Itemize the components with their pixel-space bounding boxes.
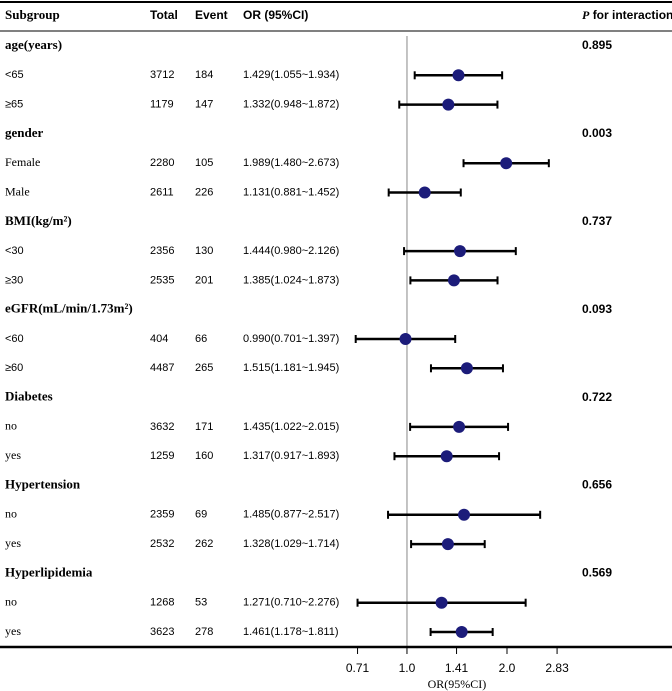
row-label: <30	[5, 245, 24, 257]
or-point	[442, 98, 455, 111]
row-label: <65	[5, 69, 24, 81]
or-text: 1.485(0.877~2.517)	[243, 509, 339, 521]
or-text: 1.131(0.881~1.452)	[243, 186, 339, 198]
event: 262	[195, 538, 213, 550]
event: 265	[195, 362, 213, 374]
row-label: Male	[5, 184, 30, 198]
or-point	[458, 508, 471, 521]
event: 105	[195, 157, 213, 169]
or-point	[440, 450, 453, 463]
total: 2535	[150, 274, 174, 286]
event: 226	[195, 186, 213, 198]
p-value: 0.093	[582, 302, 612, 316]
or-point	[455, 626, 468, 638]
or-text: 1.461(1.178~1.811)	[243, 626, 339, 638]
header-total: Total	[150, 8, 178, 22]
total: 2359	[150, 509, 174, 521]
x-tick-label: 1.0	[399, 661, 416, 675]
p-value: 0.737	[582, 214, 612, 228]
or-text: 1.385(1.024~1.873)	[243, 274, 339, 286]
group-label: Diabetes	[5, 389, 53, 404]
row-label: ≥30	[5, 274, 23, 286]
total: 1179	[150, 99, 174, 111]
total: 404	[150, 333, 168, 345]
group-label: age(years)	[5, 37, 62, 52]
x-tick-label: 1.41	[445, 661, 469, 675]
event: 147	[195, 99, 213, 111]
row-label: no	[5, 594, 17, 608]
event: 130	[195, 245, 213, 257]
row-label: ≥65	[5, 99, 23, 111]
header-or: OR (95%CI)	[243, 8, 308, 22]
row-label: yes	[5, 624, 21, 638]
total: 1268	[150, 597, 174, 609]
or-text: 1.317(0.917~1.893)	[243, 450, 339, 462]
total: 3632	[150, 421, 174, 433]
group-label: BMI(kg/m²)	[5, 213, 72, 228]
total: 3623	[150, 626, 174, 638]
p-value: 0.895	[582, 38, 612, 52]
p-value: 0.569	[582, 566, 612, 580]
or-point	[452, 69, 465, 82]
header-subgroup: Subgroup	[5, 7, 60, 22]
row-label: yes	[5, 536, 21, 550]
event: 160	[195, 450, 213, 462]
row-label: no	[5, 507, 17, 521]
or-point	[453, 420, 466, 433]
total: 2611	[150, 186, 174, 198]
or-point	[435, 596, 448, 609]
event: 66	[195, 333, 207, 345]
or-text: 1.444(0.980~2.126)	[243, 245, 339, 257]
total: 4487	[150, 362, 174, 374]
x-tick-label: 2.0	[499, 661, 516, 675]
header-event: Event	[195, 8, 228, 22]
or-point	[453, 245, 466, 258]
p-value: 0.722	[582, 390, 612, 404]
group-label: Hyperlipidemia	[5, 564, 93, 579]
group-label: eGFR(mL/min/1.73m²)	[5, 301, 133, 316]
or-point	[447, 274, 460, 287]
group-label: gender	[5, 125, 44, 140]
or-point	[441, 538, 454, 551]
event: 184	[195, 69, 213, 81]
event: 69	[195, 509, 207, 521]
header-p: P for interaction	[582, 8, 672, 22]
total: 3712	[150, 69, 174, 81]
x-tick-label: 0.71	[346, 661, 370, 675]
or-text: 1.429(1.055~1.934)	[243, 69, 339, 81]
p-value: 0.656	[582, 478, 612, 492]
total: 2280	[150, 157, 174, 169]
event: 171	[195, 421, 213, 433]
or-point	[418, 186, 431, 199]
total: 2356	[150, 245, 174, 257]
p-value: 0.003	[582, 126, 612, 140]
or-point	[460, 362, 473, 375]
row-label: Female	[5, 155, 40, 169]
or-text: 0.990(0.701~1.397)	[243, 333, 339, 345]
or-text: 1.271(0.710~2.276)	[243, 597, 339, 609]
header-p-rest: for interaction	[593, 8, 672, 22]
event: 278	[195, 626, 213, 638]
total: 1259	[150, 450, 174, 462]
row-label: ≥60	[5, 362, 23, 374]
event: 201	[195, 274, 213, 286]
or-text: 1.435(1.022~2.015)	[243, 421, 339, 433]
x-axis-label: OR(95%CI)	[428, 677, 487, 691]
row-label: no	[5, 419, 17, 433]
or-text: 1.989(1.480~2.673)	[243, 157, 339, 169]
row-label: yes	[5, 448, 21, 462]
header-p-italic: P	[582, 8, 590, 22]
total: 2532	[150, 538, 174, 550]
or-point	[399, 333, 412, 345]
or-text: 1.328(1.029~1.714)	[243, 538, 339, 550]
or-text: 1.515(1.181~1.945)	[243, 362, 339, 374]
group-label: Hypertension	[5, 476, 81, 491]
event: 53	[195, 597, 207, 609]
row-label: <60	[5, 333, 24, 345]
x-tick-label: 2.83	[545, 661, 569, 675]
or-text: 1.332(0.948~1.872)	[243, 99, 339, 111]
or-point	[500, 157, 513, 170]
